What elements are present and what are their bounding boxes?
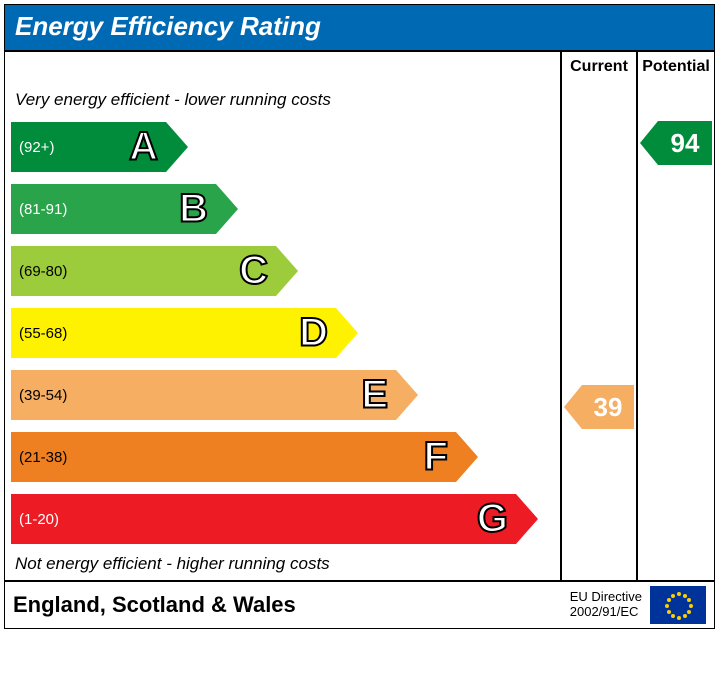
band-range-label: (39-54): [11, 370, 396, 420]
eu-star-icon: [671, 594, 675, 598]
directive-text: EU Directive 2002/91/EC: [570, 590, 642, 620]
eu-star-icon: [687, 598, 691, 602]
potential-header: Potential: [638, 52, 714, 82]
caption-top: Very energy efficient - lower running co…: [9, 88, 556, 114]
band-arrow-icon: [276, 246, 298, 296]
bands-area: Very energy efficient - lower running co…: [5, 52, 562, 580]
band-bar: (81-91)B: [11, 184, 238, 234]
band-bar: (69-80)C: [11, 246, 298, 296]
eu-star-icon: [677, 592, 681, 596]
band-row: (1-20)G: [9, 490, 556, 548]
band-arrow-icon: [456, 432, 478, 482]
band-arrow-icon: [336, 308, 358, 358]
header-spacer: [9, 56, 556, 88]
main-area: Very energy efficient - lower running co…: [5, 50, 714, 580]
current-body: 39: [562, 82, 636, 558]
pointer-value: 39: [582, 385, 634, 429]
band-bar: (39-54)E: [11, 370, 418, 420]
band-letter: C: [239, 249, 268, 294]
band-bar: (55-68)D: [11, 308, 358, 358]
band-letter: B: [179, 187, 208, 232]
eu-star-icon: [683, 594, 687, 598]
current-column: Current 39: [562, 52, 638, 580]
footer-region: England, Scotland & Wales: [13, 592, 570, 618]
eu-star-icon: [683, 614, 687, 618]
band-bar: (21-38)F: [11, 432, 478, 482]
band-row: (55-68)D: [9, 304, 556, 362]
potential-body: 94: [638, 82, 714, 558]
title-bar: Energy Efficiency Rating: [5, 5, 714, 50]
eu-star-icon: [665, 604, 669, 608]
pointer-arrow-icon: [640, 121, 658, 165]
footer: England, Scotland & Wales EU Directive 2…: [5, 580, 714, 628]
potential-pointer: 94: [640, 121, 712, 165]
band-letter: E: [361, 373, 388, 418]
band-arrow-icon: [216, 184, 238, 234]
eu-star-icon: [687, 610, 691, 614]
eu-star-icon: [667, 598, 671, 602]
band-arrow-icon: [516, 494, 538, 544]
band-range-label: (1-20): [11, 494, 516, 544]
eu-star-icon: [671, 614, 675, 618]
band-range-label: (69-80): [11, 246, 276, 296]
footer-right: EU Directive 2002/91/EC: [570, 586, 706, 624]
band-row: (69-80)C: [9, 242, 556, 300]
band-row: (21-38)F: [9, 428, 556, 486]
directive-line2: 2002/91/EC: [570, 604, 639, 619]
current-pointer: 39: [564, 385, 634, 429]
current-header: Current: [562, 52, 636, 82]
pointer-value: 94: [658, 121, 712, 165]
directive-line1: EU Directive: [570, 589, 642, 604]
band-row: (39-54)E: [9, 366, 556, 424]
title-text: Energy Efficiency Rating: [15, 11, 321, 41]
band-range-label: (55-68): [11, 308, 336, 358]
eu-flag-icon: [650, 586, 706, 624]
band-bar: (1-20)G: [11, 494, 538, 544]
eu-star-icon: [667, 610, 671, 614]
caption-bottom: Not energy efficient - higher running co…: [9, 552, 556, 578]
band-letter: G: [477, 497, 508, 542]
epc-chart: Energy Efficiency Rating Very energy eff…: [4, 4, 715, 629]
band-letter: D: [299, 311, 328, 356]
band-arrow-icon: [166, 122, 188, 172]
pointer-arrow-icon: [564, 385, 582, 429]
bands-container: (92+)A (81-91)B (69-80)C (55-68)D (39-54)E (2…: [9, 118, 556, 548]
band-arrow-icon: [396, 370, 418, 420]
band-row: (81-91)B: [9, 180, 556, 238]
band-row: (92+)A: [9, 118, 556, 176]
eu-star-icon: [689, 604, 693, 608]
eu-star-icon: [677, 616, 681, 620]
band-letter: F: [424, 435, 448, 480]
band-range-label: (21-38): [11, 432, 456, 482]
band-bar: (92+)A: [11, 122, 188, 172]
band-letter: A: [129, 125, 158, 170]
potential-column: Potential 94: [638, 52, 714, 580]
